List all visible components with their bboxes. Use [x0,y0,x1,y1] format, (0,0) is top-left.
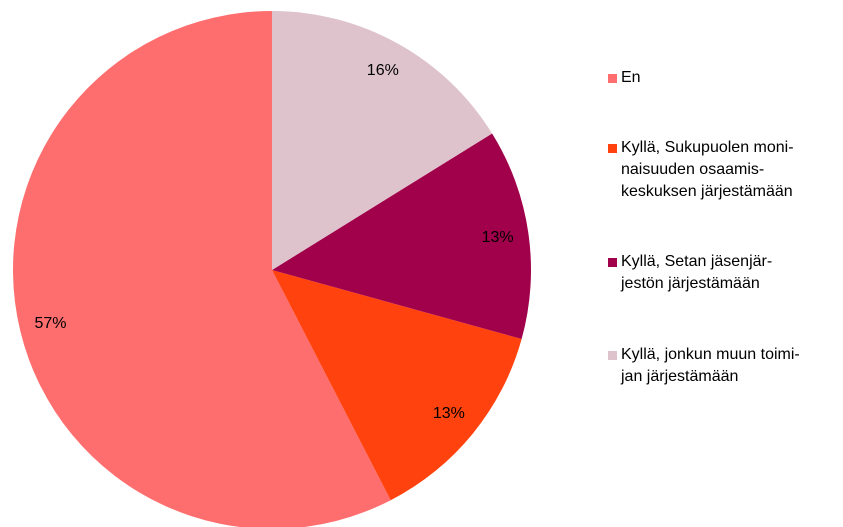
legend-entry: Kyllä, Setan jäsenjär- jestön järjestämä… [608,251,772,295]
legend-swatch [608,258,617,267]
legend-entry: Kyllä, Sukupuolen moni- naisuuden osaami… [608,137,794,203]
pie-slice [13,11,391,527]
legend-label: En [621,69,641,86]
pie-slice [272,270,522,501]
legend-entry: En [608,67,641,89]
legend-swatch [608,351,617,360]
legend-label: Kyllä, jonkun muun toimi- jan järjestämä… [621,346,800,385]
legend-swatch [608,74,617,83]
legend-label: Kyllä, Sukupuolen moni- naisuuden osaami… [621,139,794,200]
legend-swatch [608,144,617,153]
slice-label: 13% [482,229,514,246]
slice-label: 57% [34,315,66,332]
slice-label: 16% [367,62,399,79]
legend-entry: Kyllä, jonkun muun toimi- jan järjestämä… [608,344,800,388]
slice-label: 13% [433,405,465,422]
pie-slice [272,11,493,270]
pie-slice [272,133,531,340]
legend-label: Kyllä, Setan jäsenjär- jestön järjestämä… [621,253,773,292]
